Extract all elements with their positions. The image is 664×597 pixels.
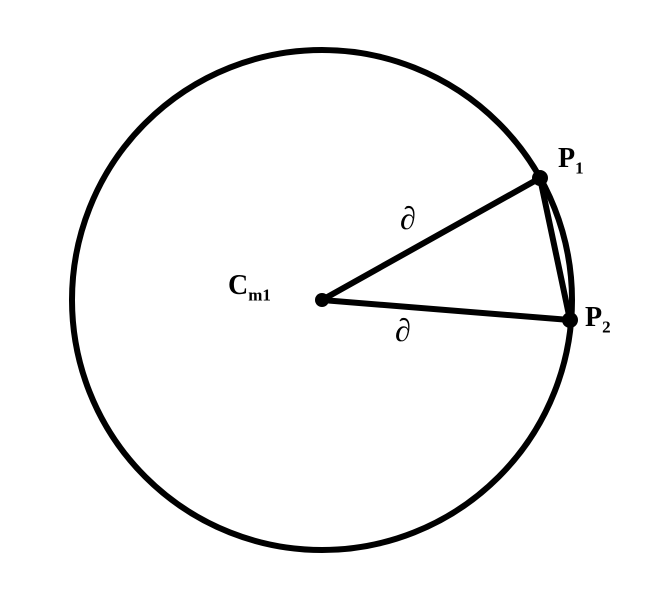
radius2-label: ∂ [395, 312, 411, 349]
radius1-label: ∂ [400, 200, 416, 237]
center-label-main: C [228, 270, 248, 301]
diagram-svg [0, 0, 664, 597]
p1-label: P1 [558, 143, 584, 179]
point-dot-p2 [562, 312, 578, 328]
radius-line-2 [322, 300, 570, 320]
center-dot [315, 293, 329, 307]
p1-label-main: P [558, 143, 575, 174]
p2-label-sub: 2 [602, 318, 611, 337]
point-dot-p1 [532, 170, 548, 186]
p2-label: P2 [585, 302, 611, 338]
radius-line-1 [322, 178, 540, 300]
center-label-sub: m1 [248, 286, 271, 305]
geometric-diagram: Cm1 P1 P2 ∂ ∂ [0, 0, 664, 597]
p2-label-main: P [585, 302, 602, 333]
p1-label-sub: 1 [575, 159, 584, 178]
center-label: Cm1 [228, 270, 271, 306]
